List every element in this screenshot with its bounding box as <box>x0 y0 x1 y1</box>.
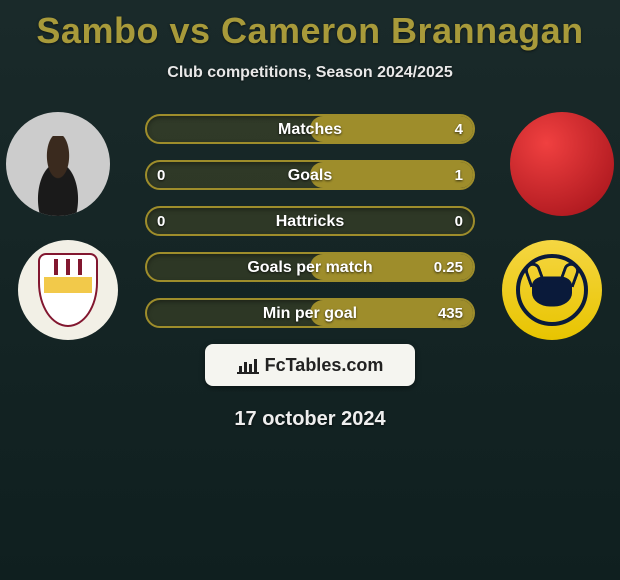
stat-label: Goals per match <box>147 254 473 280</box>
stat-value-right: 1 <box>455 162 463 188</box>
burnley-crest-icon <box>38 253 98 327</box>
stat-label: Matches <box>147 116 473 142</box>
player2-name: Cameron Brannagan <box>221 10 584 51</box>
stat-row-goals_per_match: Goals per match0.25 <box>145 252 475 282</box>
stat-value-right: 435 <box>438 300 463 326</box>
player1-name: Sambo <box>36 10 159 51</box>
subtitle: Club competitions, Season 2024/2025 <box>0 64 620 82</box>
stat-value-left: 0 <box>157 162 165 188</box>
stat-value-right: 0.25 <box>434 254 463 280</box>
page-title: Sambo vs Cameron Brannagan <box>0 0 620 52</box>
brand-label: FcTables.com <box>265 355 384 376</box>
stat-row-hattricks: Hattricks0 0 <box>145 206 475 236</box>
vs-separator: vs <box>169 10 210 51</box>
comparison-panel: Matches4Goals01Hattricks00Goals per matc… <box>0 112 620 431</box>
stat-rows: Matches4Goals01Hattricks00Goals per matc… <box>145 112 475 328</box>
stat-label: Goals <box>147 162 473 188</box>
stat-value-right: 0 <box>455 208 463 234</box>
player1-avatar <box>6 112 110 216</box>
brand-pill[interactable]: FcTables.com <box>205 344 415 386</box>
player2-club-badge <box>502 240 602 340</box>
stat-row-matches: Matches4 <box>145 114 475 144</box>
snapshot-date: 17 october 2024 <box>8 408 612 431</box>
brand-chart-icon <box>237 356 259 374</box>
stat-label: Hattricks <box>147 208 473 234</box>
stat-value-right: 4 <box>455 116 463 142</box>
stat-row-goals: Goals0 1 <box>145 160 475 190</box>
stat-label: Min per goal <box>147 300 473 326</box>
oxford-crest-icon <box>516 254 588 326</box>
stat-row-min_per_goal: Min per goal435 <box>145 298 475 328</box>
player1-silhouette-icon <box>23 136 93 216</box>
player2-avatar <box>510 112 614 216</box>
stat-value-left: 0 <box>157 208 165 234</box>
player1-club-badge <box>18 240 118 340</box>
